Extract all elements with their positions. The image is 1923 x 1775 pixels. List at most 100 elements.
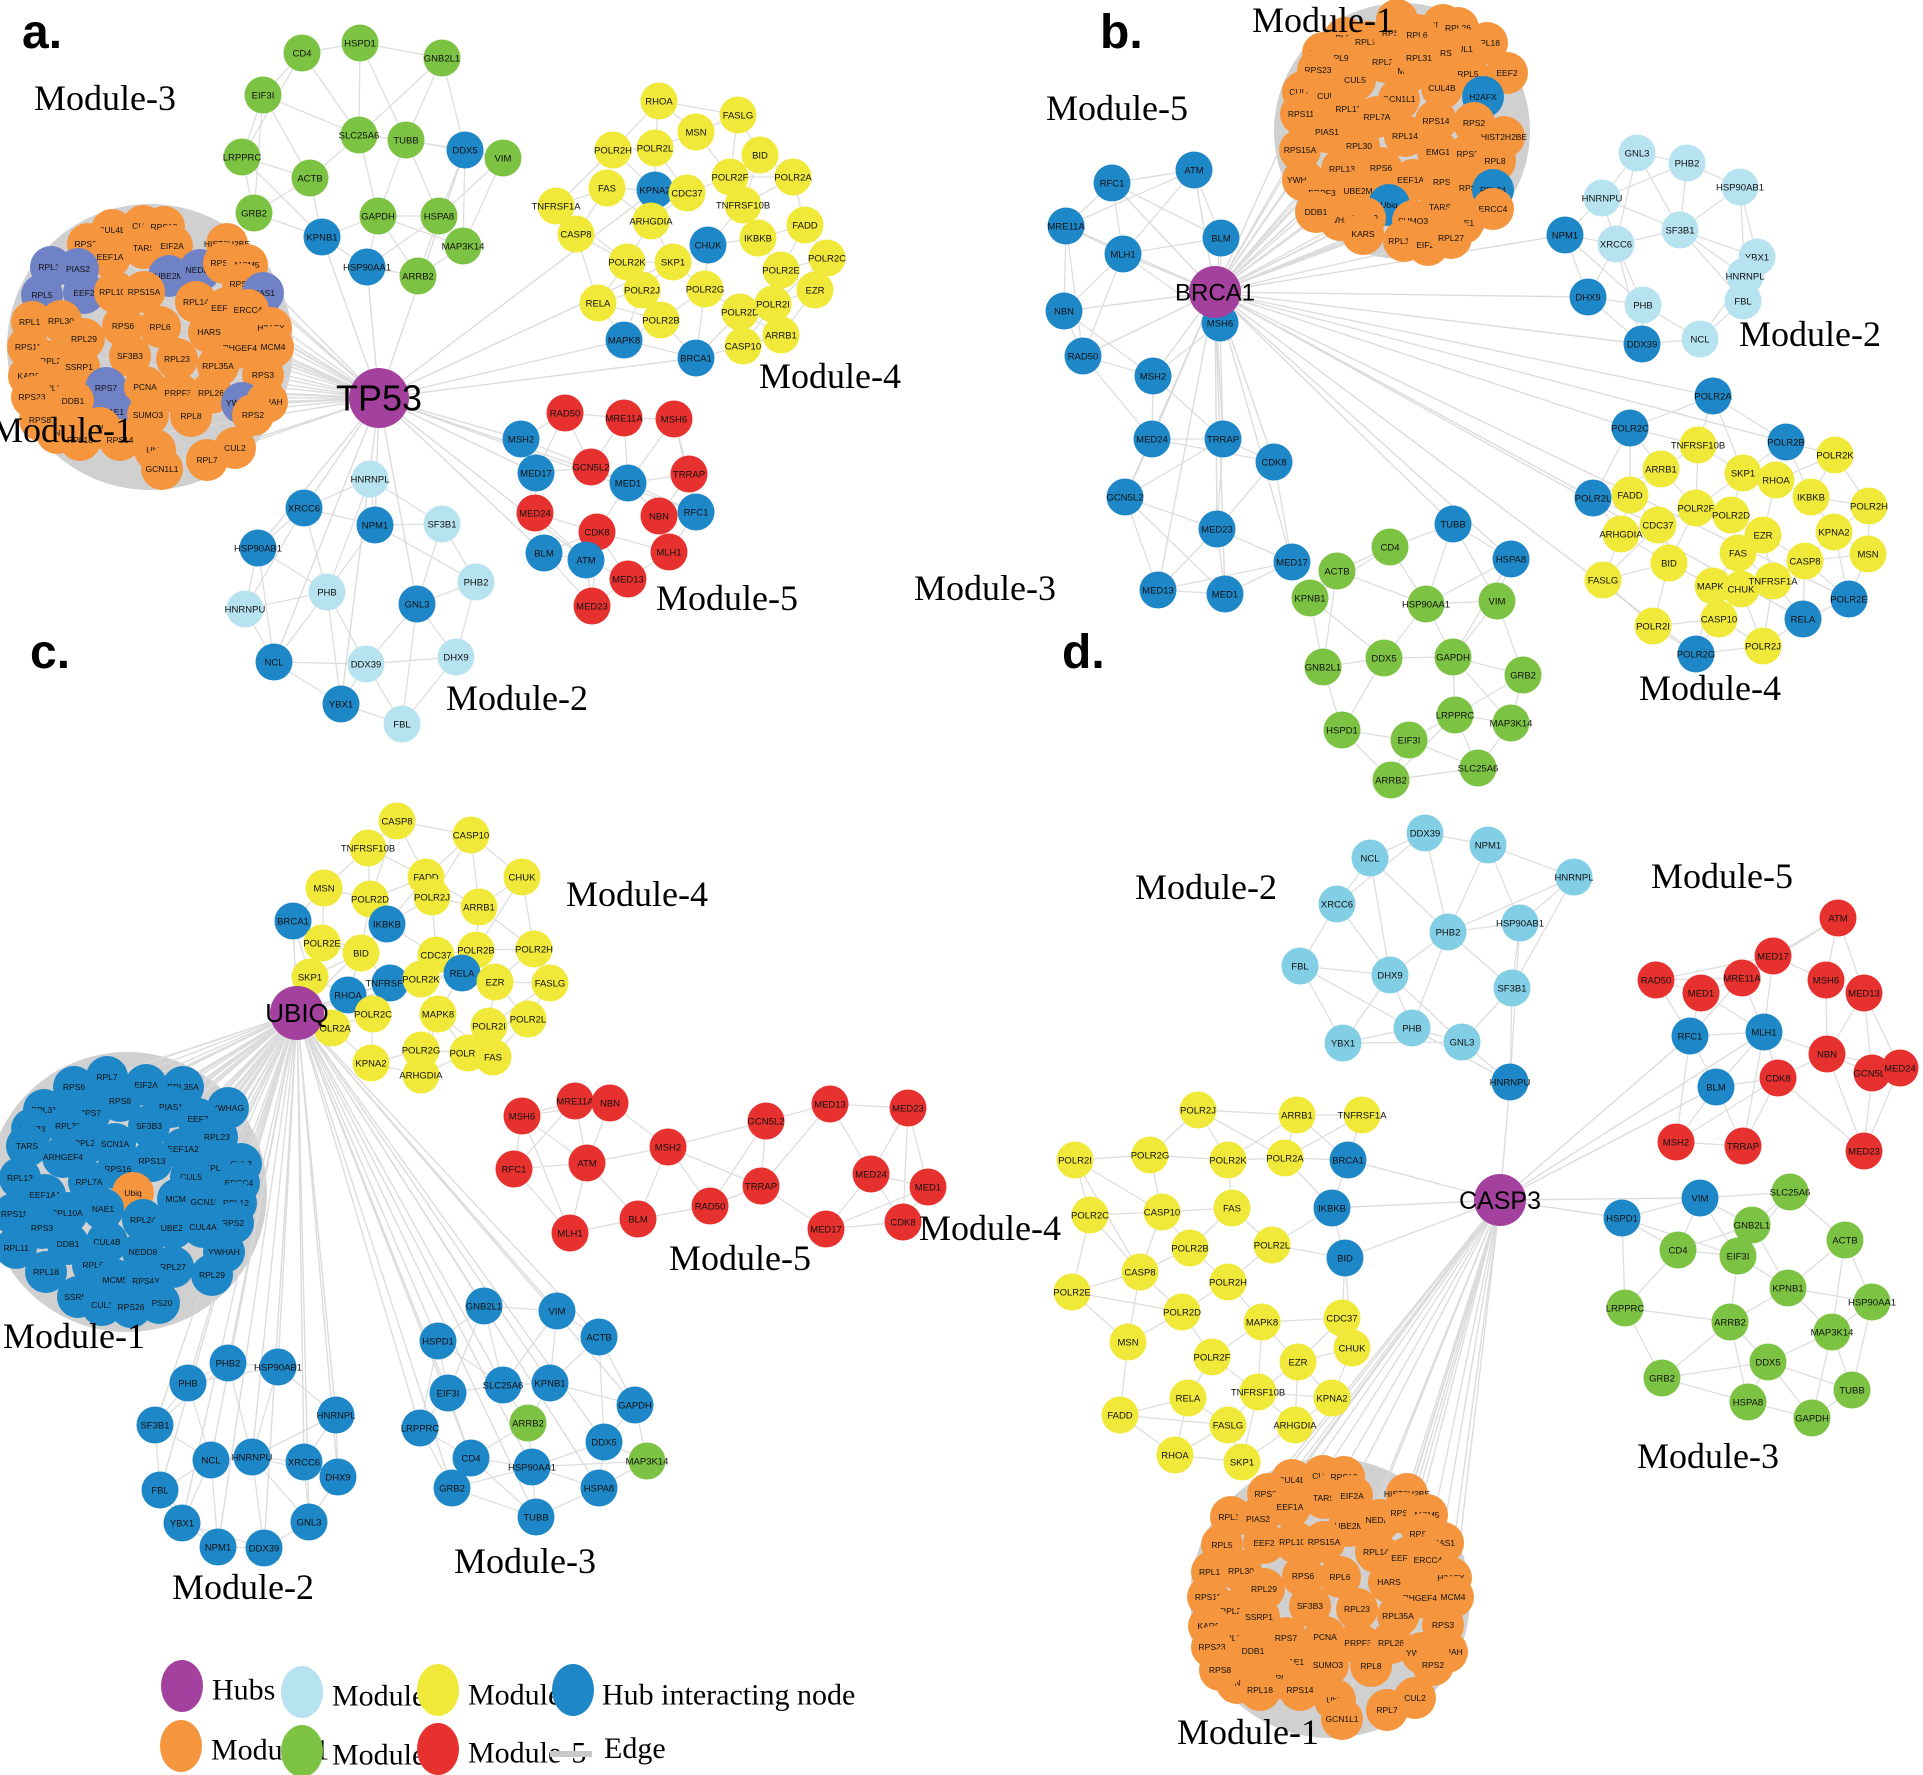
node-c-POLR2J[interactable]: POLR2J — [413, 878, 451, 916]
node-b-FASLG[interactable]: FASLG — [1584, 561, 1622, 599]
node-d-MED1[interactable]: MED1 — [1682, 974, 1720, 1012]
node-a-GCN5L2[interactable]: GCN5L2 — [572, 448, 610, 486]
node-c-GRB2[interactable]: GRB2 — [433, 1469, 471, 1507]
node-c-RELA[interactable]: RELA — [443, 954, 481, 992]
node-b-HNRNPU[interactable]: HNRNPU — [1582, 179, 1623, 217]
node-d-NBN[interactable]: NBN — [1808, 1035, 1846, 1073]
node-c-NPM1[interactable]: NPM1 — [199, 1528, 237, 1566]
node-d-POLR2C[interactable]: POLR2C — [1071, 1196, 1109, 1234]
node-b-IKBKB[interactable]: IKBKB — [1792, 478, 1830, 516]
node-b-HSP90AA1[interactable]: HSP90AA1 — [1402, 585, 1450, 623]
node-a-POLR2G[interactable]: POLR2G — [686, 270, 725, 308]
node-a-ACTB[interactable]: ACTB — [291, 159, 329, 197]
node-d-HSPD1[interactable]: HSPD1 — [1603, 1199, 1641, 1237]
node-b-SF3B1[interactable]: SF3B1 — [1661, 211, 1699, 249]
node-a-MSH2[interactable]: MSH2 — [502, 420, 540, 458]
node-d-POLR2L[interactable]: POLR2L — [1253, 1226, 1291, 1264]
node-a-FASLG[interactable]: FASLG — [719, 96, 757, 134]
node-b-NBN[interactable]: NBN — [1045, 292, 1083, 330]
node-a-PHB2[interactable]: PHB2 — [457, 563, 495, 601]
node-a-POLR2A[interactable]: POLR2A — [774, 158, 812, 196]
node-a-MAP3K14[interactable]: MAP3K14 — [442, 227, 485, 265]
node-d-MSN[interactable]: MSN — [1109, 1323, 1147, 1361]
node-b-NCL[interactable]: NCL — [1681, 320, 1719, 358]
node-c-HSPD1[interactable]: HSPD1 — [419, 1322, 457, 1360]
node-a-SF3B1[interactable]: SF3B1 — [423, 505, 461, 543]
node-d-VIM[interactable]: VIM — [1681, 1179, 1719, 1217]
node-b-RPL31[interactable]: RPL31 — [1398, 37, 1440, 79]
node-d-POLR2J[interactable]: POLR2J — [1179, 1091, 1217, 1129]
node-a-SKP1[interactable]: SKP1 — [654, 243, 692, 281]
node-c-KPNA2[interactable]: KPNA2 — [352, 1044, 390, 1082]
node-d-NCL[interactable]: NCL — [1351, 839, 1389, 877]
node-d-MRE11A[interactable]: MRE11A — [1723, 959, 1761, 997]
node-d-ARRB2[interactable]: ARRB2 — [1711, 1303, 1749, 1341]
node-b-DDB1[interactable]: DDB1 — [1295, 191, 1337, 233]
node-c-FAS[interactable]: FAS — [474, 1038, 512, 1076]
node-b-KARS[interactable]: KARS — [1342, 213, 1384, 255]
node-b-RAD50[interactable]: RAD50 — [1064, 337, 1102, 375]
node-d-ARRB1[interactable]: ARRB1 — [1278, 1096, 1316, 1134]
hub-node-UBIQ[interactable]: UBIQ — [265, 986, 329, 1040]
node-a-BRCA1[interactable]: BRCA1 — [677, 339, 715, 377]
node-d-XRCC6[interactable]: XRCC6 — [1318, 885, 1356, 923]
node-c-DDX39[interactable]: DDX39 — [245, 1529, 283, 1567]
node-b-CASP10[interactable]: CASP10 — [1700, 600, 1738, 638]
node-a-BID[interactable]: BID — [741, 136, 779, 174]
node-b-FADD[interactable]: FADD — [1611, 476, 1649, 514]
node-d-MED17[interactable]: MED17 — [1754, 937, 1792, 975]
node-b-GNB2L1[interactable]: GNB2L1 — [1304, 648, 1342, 686]
node-b-HSP90AB1[interactable]: HSP90AB1 — [1716, 168, 1764, 206]
node-d-RPL18[interactable]: RPL18 — [1239, 1669, 1281, 1711]
node-a-POLR2B[interactable]: POLR2B — [642, 301, 680, 339]
node-d-MSH2[interactable]: MSH2 — [1657, 1123, 1695, 1161]
node-a-MRE11A[interactable]: MRE11A — [605, 399, 643, 437]
node-b-HSPD1[interactable]: HSPD1 — [1323, 711, 1361, 749]
node-b-POLR2E[interactable]: POLR2E — [1830, 580, 1868, 618]
node-d-FADD[interactable]: FADD — [1101, 1396, 1139, 1434]
node-d-HSPA8[interactable]: HSPA8 — [1729, 1383, 1767, 1421]
node-b-VIM[interactable]: VIM — [1478, 582, 1516, 620]
node-b-GRB2[interactable]: GRB2 — [1504, 656, 1542, 694]
node-b-POLR2C[interactable]: POLR2C — [1611, 409, 1649, 447]
node-d-PHB2[interactable]: PHB2 — [1429, 913, 1467, 951]
node-c-BLM[interactable]: BLM — [619, 1200, 657, 1238]
node-c-MAP3K14[interactable]: MAP3K14 — [626, 1442, 669, 1480]
node-b-POLR2H[interactable]: POLR2H — [1850, 487, 1888, 525]
node-d-KPNA2[interactable]: KPNA2 — [1313, 1379, 1351, 1417]
node-a-RELA[interactable]: RELA — [579, 284, 617, 322]
node-b-MSN[interactable]: MSN — [1849, 535, 1887, 573]
node-c-CASP8[interactable]: CASP8 — [378, 802, 416, 840]
node-c-FBL[interactable]: FBL — [141, 1471, 179, 1509]
node-d-POLR2K[interactable]: POLR2K — [1209, 1141, 1247, 1179]
node-c-KPNB1[interactable]: KPNB1 — [531, 1364, 569, 1402]
node-a-MLH1[interactable]: MLH1 — [650, 533, 688, 571]
node-c-MSN[interactable]: MSN — [305, 869, 343, 907]
node-d-MED13[interactable]: MED13 — [1845, 974, 1883, 1012]
node-c-DHX9[interactable]: DHX9 — [319, 1458, 357, 1496]
node-b-TRRAP[interactable]: TRRAP — [1204, 420, 1242, 458]
node-d-NPM1[interactable]: NPM1 — [1469, 826, 1507, 864]
node-b-GNL3[interactable]: GNL3 — [1618, 134, 1656, 172]
node-a-TUBB[interactable]: TUBB — [387, 121, 425, 159]
node-a-GCN1L1[interactable]: GCN1L1 — [141, 448, 183, 490]
node-a-MSN[interactable]: MSN — [677, 113, 715, 151]
node-b-MAP3K14[interactable]: MAP3K14 — [1490, 704, 1533, 742]
node-c-DDX5[interactable]: DDX5 — [585, 1423, 623, 1461]
node-c-PHB[interactable]: PHB — [169, 1364, 207, 1402]
node-c-PHB2[interactable]: PHB2 — [209, 1344, 247, 1382]
node-d-BRCA1[interactable]: BRCA1 — [1329, 1141, 1367, 1179]
node-c-MED17[interactable]: MED17 — [807, 1210, 845, 1248]
node-b-HSPA8[interactable]: HSPA8 — [1492, 540, 1530, 578]
node-d-GAPDH[interactable]: GAPDH — [1793, 1399, 1831, 1437]
node-c-VIM[interactable]: VIM — [538, 1292, 576, 1330]
node-b-FAS[interactable]: FAS — [1719, 534, 1757, 572]
node-b-MED24[interactable]: MED24 — [1133, 420, 1171, 458]
node-c-MSH6[interactable]: MSH6 — [503, 1097, 541, 1135]
node-b-POLR2J[interactable]: POLR2J — [1744, 627, 1782, 665]
node-a-MED13[interactable]: MED13 — [609, 560, 647, 598]
node-c-HNRNPL[interactable]: HNRNPL — [316, 1396, 356, 1434]
node-a-FADD[interactable]: FADD — [786, 206, 824, 244]
node-d-MAPK8[interactable]: MAPK8 — [1243, 1303, 1281, 1341]
node-a-EIF3I[interactable]: EIF3I — [244, 76, 282, 114]
